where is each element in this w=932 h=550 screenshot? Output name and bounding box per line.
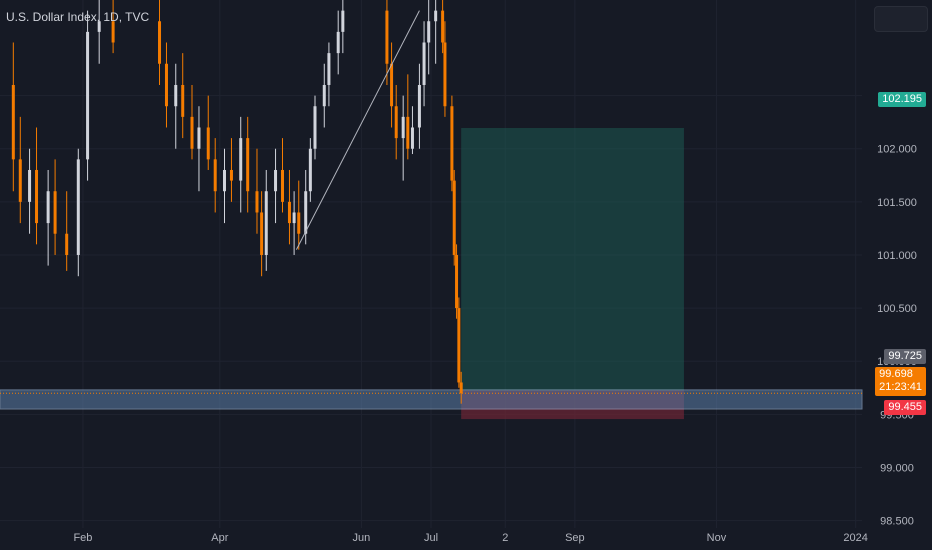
candle-body — [76, 159, 80, 255]
candle-body — [394, 106, 398, 139]
candle-body — [455, 254, 459, 309]
candle-body — [18, 159, 22, 202]
time-tick-label: Jun — [353, 532, 371, 544]
candle-body — [264, 191, 268, 255]
candle-body — [341, 10, 345, 32]
candle-body — [86, 31, 90, 160]
candle-body — [260, 212, 264, 255]
price-tick-label: 100.500 — [877, 303, 917, 315]
price-tick-label: 102.000 — [877, 144, 917, 156]
candle-body — [422, 42, 426, 85]
target-price-tag: 102.195 — [878, 92, 926, 107]
time-tick-label: Apr — [211, 532, 228, 544]
time-tick-label: 2024 — [843, 532, 867, 544]
candle-body — [304, 191, 308, 234]
last-price-tag: 99.698 21:23:41 — [875, 367, 926, 396]
price-tick-label: 101.000 — [877, 250, 917, 262]
symbol-title: U.S. Dollar Index, 1D, TVC — [6, 10, 150, 24]
candle-body — [158, 21, 162, 64]
candle-body — [97, 21, 101, 32]
candle-body — [406, 116, 410, 149]
bar-countdown: 21:23:41 — [879, 381, 922, 393]
candle-body — [313, 106, 317, 149]
candles — [11, 0, 463, 404]
trend-line-segment[interactable] — [295, 10, 420, 250]
trend-line[interactable] — [295, 10, 420, 250]
candle-body — [206, 127, 210, 160]
candle-body — [65, 233, 69, 255]
candle-body — [459, 382, 463, 394]
candle-body — [164, 63, 168, 107]
candle-body — [450, 106, 454, 181]
candle-body — [274, 169, 278, 192]
candle-body — [53, 191, 57, 234]
candle-body — [410, 127, 414, 149]
candle-body — [35, 169, 39, 224]
candle-body — [28, 169, 32, 202]
candle-body — [308, 148, 312, 192]
candle-body — [457, 308, 461, 383]
candle-body — [427, 21, 431, 43]
position-zones[interactable] — [0, 128, 863, 420]
candle-body — [213, 159, 217, 192]
candle-body — [287, 201, 291, 224]
candle-body — [385, 10, 389, 64]
chart-settings-button[interactable] — [874, 6, 928, 32]
candle-body — [246, 138, 250, 192]
candle-body — [452, 180, 456, 255]
candle-body — [417, 84, 421, 128]
price-tick-label: 98.500 — [880, 516, 914, 528]
candle-body — [11, 84, 15, 160]
profit-zone[interactable] — [461, 128, 684, 391]
candle-body — [292, 212, 296, 224]
time-tick-label: Nov — [707, 532, 727, 544]
candle-body — [190, 116, 194, 149]
entry-price-tag: 99.725 — [884, 349, 926, 364]
time-tick-label: 2 — [502, 532, 508, 544]
candle-body — [390, 63, 394, 107]
time-tick-label: Sep — [565, 532, 585, 544]
candle-body — [297, 212, 301, 234]
time-tick-label: Feb — [73, 532, 92, 544]
candle-body — [174, 84, 178, 107]
candle-body — [322, 84, 326, 107]
candle-body — [229, 169, 233, 181]
price-tick-label: 101.500 — [877, 197, 917, 209]
candle-body — [327, 53, 331, 85]
candle-body — [46, 191, 50, 224]
candle-body — [434, 10, 438, 22]
candle-body — [441, 10, 445, 43]
last-price-value: 99.698 — [879, 368, 913, 380]
candle-body — [443, 42, 447, 107]
candle-body — [197, 127, 201, 149]
time-axis[interactable]: Feb Apr Jun Jul 2 Sep Nov 2024 — [73, 532, 867, 544]
candle-body — [255, 191, 259, 213]
stop-price-tag: 99.455 — [884, 400, 926, 415]
price-tick-label: 99.000 — [880, 462, 914, 474]
support-band[interactable] — [0, 389, 863, 410]
candle-body — [336, 31, 340, 54]
candle-body — [239, 138, 243, 181]
candle-body — [401, 116, 405, 139]
time-tick-label: Jul — [424, 532, 438, 544]
candle-body — [111, 21, 115, 43]
candle-body — [181, 84, 185, 117]
candle-body — [222, 169, 226, 192]
candle-body — [281, 169, 285, 202]
